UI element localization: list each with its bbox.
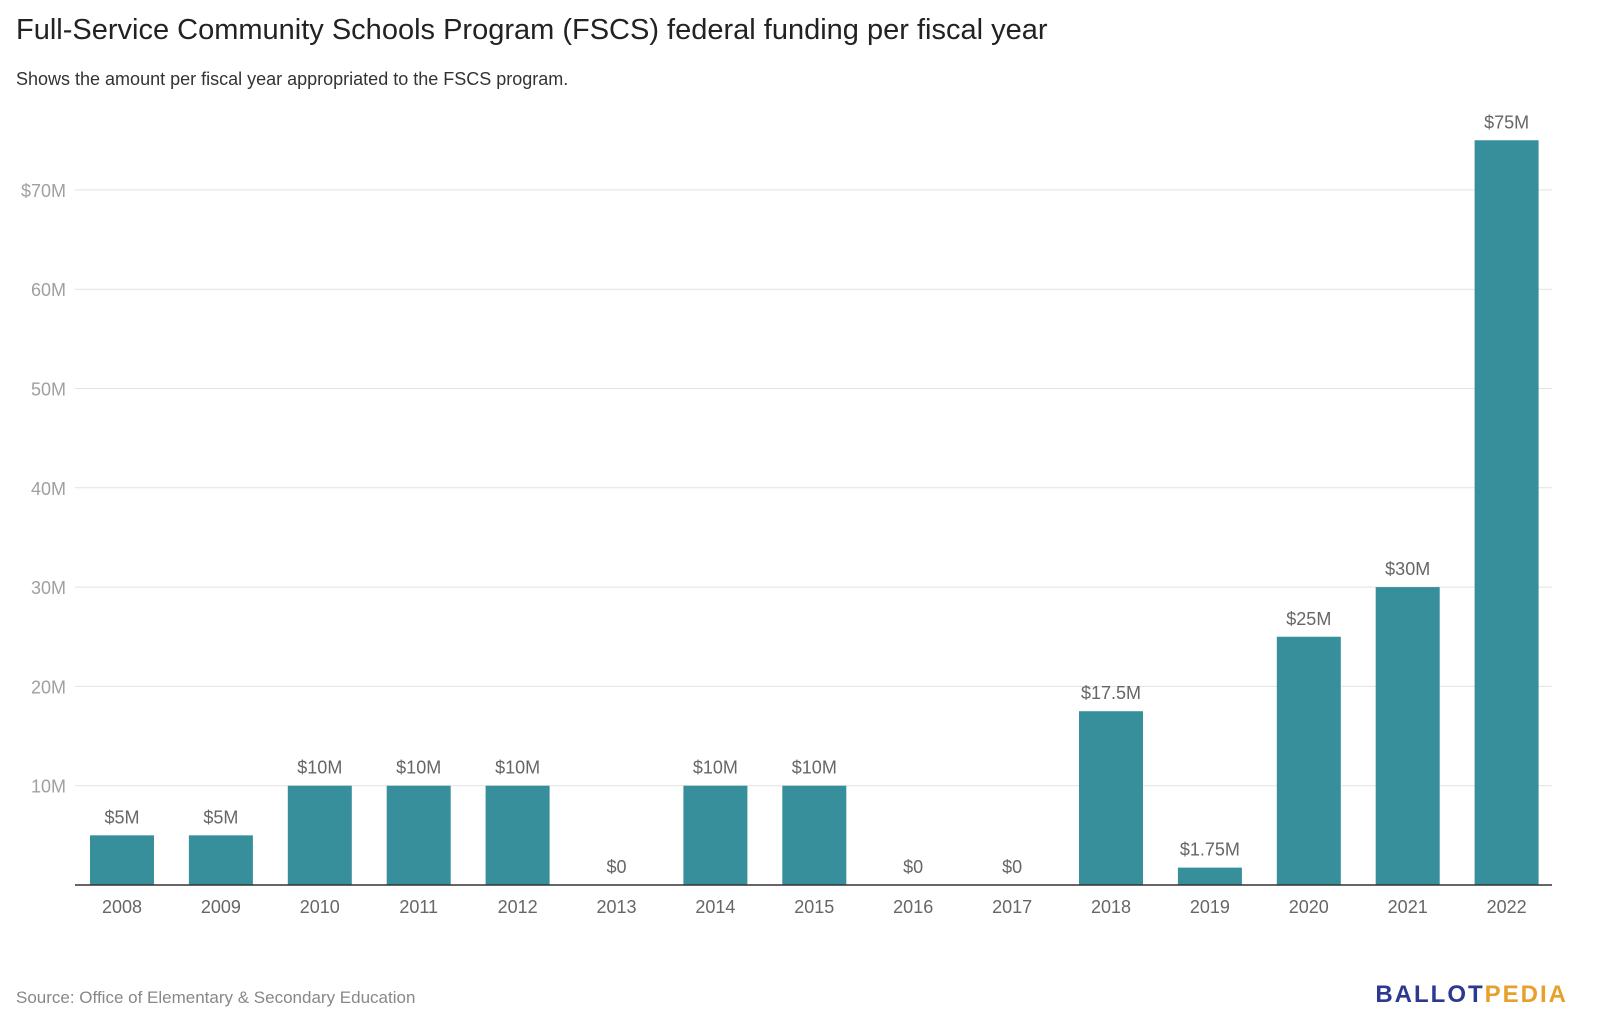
data-label: $5M: [104, 807, 139, 827]
bar: [386, 785, 451, 885]
data-label: $10M: [792, 758, 837, 778]
y-tick-label: 20M: [31, 677, 66, 697]
bar: [782, 785, 847, 885]
bar: [683, 785, 748, 885]
data-label: $1.75M: [1180, 840, 1240, 860]
x-tick-label: 2014: [695, 897, 735, 917]
bar: [1276, 636, 1341, 885]
data-label: $10M: [396, 758, 441, 778]
y-tick-label: 50M: [31, 380, 66, 400]
x-tick-label: 2015: [794, 897, 834, 917]
bar: [1375, 587, 1440, 885]
data-label: $10M: [693, 758, 738, 778]
data-label: $25M: [1286, 609, 1331, 629]
data-label: $0: [903, 857, 923, 877]
logo-part-ballot: BALLOT: [1375, 981, 1485, 1008]
data-label: $30M: [1385, 559, 1430, 579]
x-tick-label: 2010: [300, 897, 340, 917]
data-label: $10M: [495, 758, 540, 778]
x-tick-label: 2022: [1487, 897, 1527, 917]
x-tick-label: 2011: [399, 897, 438, 917]
data-label: $5M: [203, 807, 238, 827]
y-tick-label: 10M: [31, 777, 66, 797]
chart-title: Full-Service Community Schools Program (…: [16, 14, 1048, 46]
bar: [1177, 867, 1242, 885]
x-tick-label: 2017: [992, 897, 1032, 917]
x-tick-label: 2012: [498, 897, 538, 917]
bar: [287, 785, 352, 885]
x-tick-label: 2019: [1190, 897, 1230, 917]
bar-chart: 10M 20M 30M 40M 50M 60M $70M $5M 2008 $5M 2009 $10M…: [21, 112, 1552, 917]
data-label: $17.5M: [1081, 683, 1141, 703]
x-tick-label: 2021: [1388, 897, 1428, 917]
x-tick-label: 2008: [102, 897, 142, 917]
x-tick-label: 2013: [596, 897, 636, 917]
x-tick-label: 2016: [893, 897, 933, 917]
logo-part-pedia: PEDIA: [1484, 981, 1568, 1008]
ballotpedia-logo[interactable]: BALLOTPEDIA: [1375, 981, 1568, 1009]
y-tick-label: 60M: [31, 280, 66, 300]
bar: [1079, 711, 1143, 885]
x-tick-label: 2018: [1091, 897, 1131, 917]
x-tick-label: 2009: [201, 897, 241, 917]
y-tick-label: 40M: [31, 479, 66, 499]
bar: [188, 835, 253, 885]
y-tick-label: 30M: [31, 578, 66, 598]
y-tick-label: $70M: [21, 181, 66, 201]
bar: [90, 835, 154, 885]
chart-subtitle: Shows the amount per fiscal year appropr…: [16, 69, 569, 89]
data-label: $0: [1002, 857, 1022, 877]
bar: [485, 785, 550, 885]
source-note: Source: Office of Elementary & Secondary…: [16, 988, 416, 1007]
bar: [1474, 140, 1539, 885]
x-tick-label: 2020: [1289, 897, 1329, 917]
data-label: $10M: [297, 758, 342, 778]
data-label: $75M: [1484, 112, 1529, 132]
data-label: $0: [606, 857, 626, 877]
